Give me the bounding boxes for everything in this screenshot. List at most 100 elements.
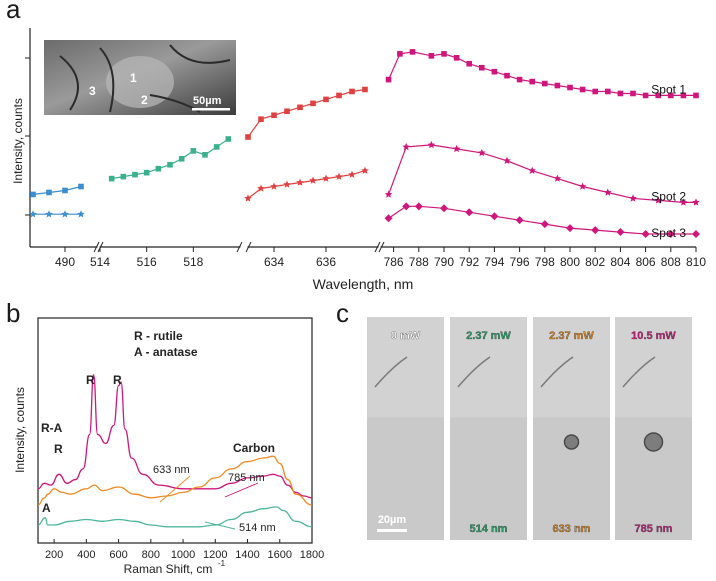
panel-a-plot: 490 514 516 518 634 636 786 788 790 792 794 796 798 8… (11, 28, 706, 292)
micrograph-power-0: 0 mW (391, 330, 421, 342)
a-series-line-3 (111, 138, 229, 180)
a-series-6-point-5 (503, 156, 511, 164)
micrograph-power-2: 2.37 mW (549, 330, 594, 342)
a-series-label-0: Spot 1 (651, 82, 686, 96)
a-series-7-point-8 (566, 224, 574, 233)
a-series-1-point-7 (336, 92, 342, 99)
a-series-6-point-3 (452, 144, 461, 153)
a-series-3-point-8 (202, 152, 208, 158)
b-x-tick-label-0: 200 (45, 549, 63, 561)
b-x-tick-label-1: 400 (77, 549, 95, 561)
a-series-line-7 (388, 205, 696, 235)
a-series-6-point-7 (553, 174, 562, 182)
a-series-0-point-2 (409, 49, 416, 55)
b-x-tick-label-5: 1200 (203, 549, 227, 561)
b-annotation-1: R (54, 442, 63, 456)
a-series-0-point-1 (397, 51, 403, 57)
panel-b-plot: 200 400 600 800 1000 1200 1400 1600 1800 Raman Sh… (13, 317, 324, 576)
a-x-tick-label-3-8: 802 (585, 255, 605, 269)
a-series-2-point-9 (361, 166, 369, 174)
micrograph-power-1: 2.37 mW (466, 330, 511, 342)
a-series-0-point-10 (516, 76, 523, 83)
a-series-3-point-5 (167, 161, 173, 168)
a-x-tick-label-3-9: 804 (610, 255, 630, 269)
a-series-2-point-6 (322, 174, 330, 182)
a-x-tick-label-3-11: 808 (661, 255, 681, 269)
panel-label-a: a (6, 0, 21, 24)
micrograph-crack-1 (457, 356, 491, 388)
a-series-line-0 (388, 51, 696, 96)
a-series-0-point-11 (529, 78, 535, 85)
a-series-2-point-5 (309, 176, 317, 184)
a-series-1-point-8 (349, 88, 355, 95)
a-y-axis-label: Intensity, counts (11, 98, 25, 184)
b-leader-514 (204, 521, 236, 530)
inset-label-1: 1 (130, 71, 137, 85)
a-break-mark2-2 (378, 241, 385, 253)
a-series-0-point-15 (579, 86, 586, 93)
a-series-2-point-4 (296, 178, 304, 186)
a-series-3-point-6 (178, 156, 185, 162)
a-series-6-point-11 (654, 196, 662, 204)
a-x-tick-label-3-6: 798 (535, 255, 555, 269)
b-legend-anatase: A - anatase (134, 345, 198, 359)
a-series-label-7: Spot 3 (651, 226, 686, 240)
a-x-tick-label-3-5: 796 (510, 255, 530, 269)
a-series-3-point-2 (132, 171, 138, 178)
a-series-1-point-5 (310, 100, 316, 107)
a-x-tick-label-0-0: 490 (55, 255, 75, 269)
a-series-0-point-19 (630, 90, 636, 97)
a-series-1-point-6 (323, 96, 329, 103)
a-x-tick-label-3-2: 790 (434, 255, 454, 269)
a-series-line-2 (247, 170, 366, 199)
a-series-3-point-9 (213, 144, 220, 150)
a-series-0-point-5 (453, 55, 460, 61)
b-annotation-5: Carbon (233, 441, 275, 455)
micrograph-shade-0 (367, 317, 444, 418)
b-annotation-4: A (42, 501, 51, 515)
micrograph-crack-2 (540, 356, 574, 388)
panel-label-c: c (336, 298, 349, 328)
a-series-4-point-1 (46, 189, 52, 196)
a-series-6-point-9 (604, 188, 612, 196)
micrograph-crack-0 (374, 356, 408, 388)
micrograph-wavelength-2: 633 nm (553, 523, 591, 535)
a-series-0-point-3 (428, 53, 435, 59)
a-series-7-point-9 (591, 226, 600, 235)
b-leader-785 (224, 482, 259, 498)
a-x-tick-label-1-1: 516 (137, 255, 157, 269)
micrograph-burn-spot-2 (563, 434, 580, 450)
a-series-0-point-23 (680, 92, 687, 99)
a-series-6-point-12 (679, 198, 688, 206)
a-series-7-point-10 (616, 228, 625, 237)
a-series-4-point-0 (30, 191, 36, 198)
a-series-7-point-11 (641, 230, 650, 239)
a-x-tick-label-3-10: 806 (636, 255, 656, 269)
a-series-2-point-7 (335, 172, 343, 180)
b-leader-633 (159, 475, 191, 503)
b-plot-frame (37, 317, 313, 544)
a-series-7-point-7 (540, 220, 549, 229)
b-label-514: 514 nm (239, 522, 276, 534)
b-series-line-2 (37, 506, 313, 528)
inset-label-3: 3 (89, 84, 96, 98)
inset-scale-label: 50µm (193, 95, 222, 107)
a-x-tick-label-1-2: 518 (183, 255, 203, 269)
micrograph-scale-label: 20µm (378, 514, 407, 526)
a-series-0-point-14 (567, 84, 573, 91)
b-legend-rutile: R - rutile (134, 329, 183, 343)
a-series-3-point-4 (155, 165, 162, 172)
a-series-6-point-6 (528, 166, 536, 174)
a-series-0-point-0 (385, 76, 392, 83)
a-break-gap-2 (378, 243, 381, 251)
a-break-gap-1 (240, 243, 248, 251)
a-series-7-point-5 (490, 212, 499, 221)
a-series-2-point-0 (244, 194, 252, 202)
a-series-3-point-3 (143, 169, 150, 176)
a-series-7-point-1 (402, 202, 411, 211)
a-series-0-point-24 (693, 92, 699, 99)
a-series-6-point-4 (478, 148, 486, 157)
panel-c-micrographs: 0 mW 2.37 mW 514 nm 2.37 mW 633 nm 10.5 mW 785… (367, 317, 692, 540)
a-series-7-point-3 (440, 204, 448, 213)
a-series-0-point-22 (668, 92, 674, 99)
